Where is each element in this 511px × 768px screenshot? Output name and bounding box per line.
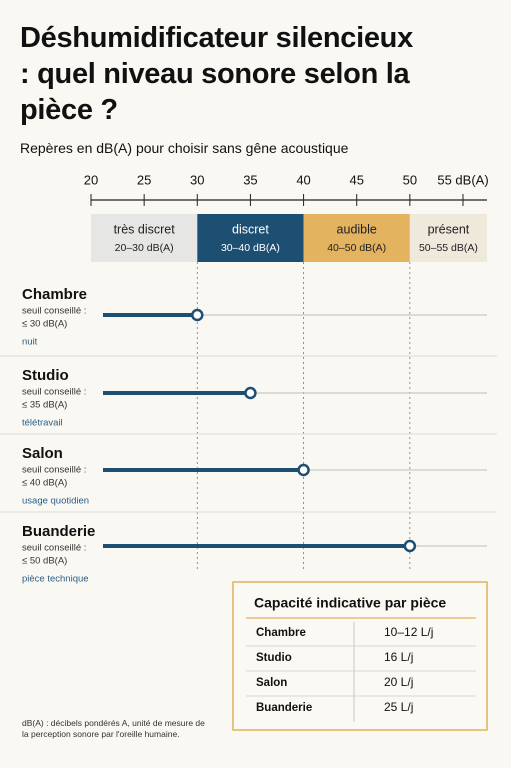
x-tick-label: 30 [190,172,204,187]
x-tick-label: 50 [403,172,417,187]
threshold-prefix: seuil conseillé : [22,306,86,317]
bar-marker [191,308,204,322]
table-cell: Chambre [256,627,306,639]
category-label: Salon [22,445,63,462]
zone-name: présent [428,222,470,236]
zone-name: audible [337,222,377,236]
category-label: Chambre [22,286,87,303]
table-cell: 16 L/j [384,650,413,664]
table-cell: Salon [256,677,287,689]
zone-range: 30–40 dB(A) [221,242,280,254]
table-title: Capacité indicative par pièce [254,595,446,611]
zone [197,214,304,262]
threshold-prefix: seuil conseillé : [22,465,86,476]
bar-marker [297,463,310,477]
threshold-prefix: seuil conseillé : [22,387,86,398]
value-label: ≤ 50 dB(A) [22,556,67,567]
zone-range: 40–50 dB(A) [327,242,386,254]
zone-name: très discret [114,222,176,236]
usage-label: télétravail [22,418,63,429]
table-cell: Buanderie [256,702,312,714]
threshold-prefix: seuil conseillé : [22,543,86,554]
category-label: Buanderie [22,523,95,540]
zone-range: 20–30 dB(A) [115,242,174,254]
zone [303,214,410,262]
zone-range: 50–55 dB(A) [419,242,478,254]
x-tick-label: 20 [84,172,98,187]
bar-marker [244,386,257,400]
zone [409,214,487,262]
x-tick-label: 55 dB(A) [437,172,488,187]
x-tick-label: 45 [349,172,363,187]
table-cell: 25 L/j [384,700,413,714]
table-cell: 20 L/j [384,675,413,689]
value-label: ≤ 40 dB(A) [22,478,67,489]
x-tick-label: 25 [137,172,151,187]
category-label: Studio [22,367,69,384]
x-tick-label: 40 [296,172,310,187]
table-cell: Studio [256,652,292,664]
table-cell: 10–12 L/j [384,625,433,639]
footnote: dB(A) : décibels pondérés A, unité de me… [22,718,205,739]
bar-marker [403,539,417,553]
table-box [232,581,488,731]
usage-label: pièce technique [22,574,89,585]
zone [91,214,198,262]
value-label: ≤ 35 dB(A) [22,400,67,411]
zone-name: discret [232,222,269,236]
value-label: ≤ 30 dB(A) [22,319,67,330]
usage-label: usage quotidien [22,496,89,507]
subtitle: Repères en dB(A) pour choisir sans gêne … [20,140,349,156]
x-tick-label: 35 [243,172,257,187]
title: Déshumidificateur silencieux : quel nive… [20,22,413,126]
usage-label: nuit [22,337,38,348]
